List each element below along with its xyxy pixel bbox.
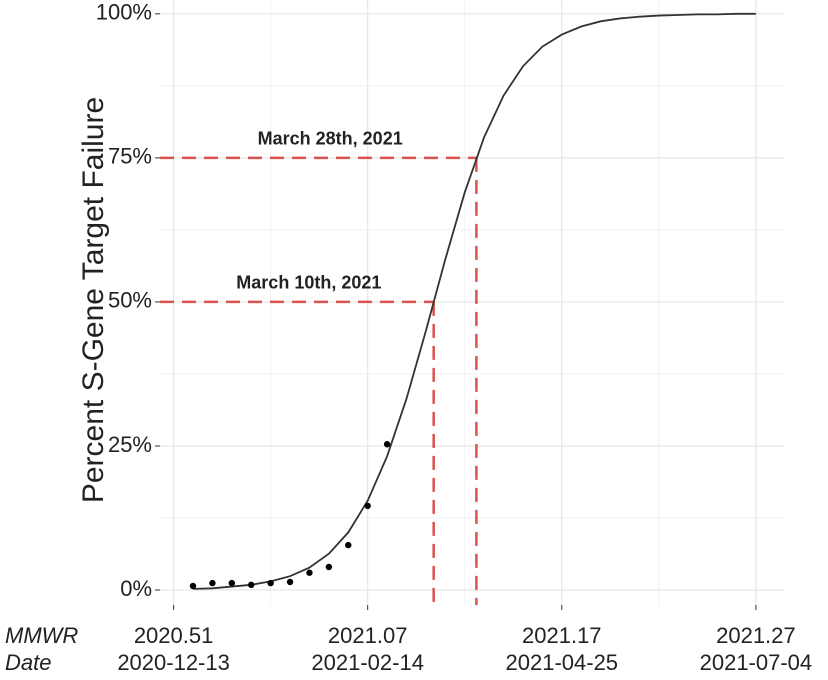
- y-tick-label: 75%: [108, 144, 152, 169]
- x-row-label: MMWR: [5, 623, 78, 648]
- data-point: [267, 579, 274, 587]
- data-point: [364, 502, 371, 510]
- annotation: March 10th, 2021: [236, 273, 381, 293]
- data-point: [383, 441, 391, 448]
- y-tick-label: 25%: [108, 432, 152, 457]
- y-axis-title: Percent S-Gene Target Failure: [77, 97, 110, 503]
- x-tick-date-label: 2020-12-13: [117, 650, 230, 675]
- fit-line: [192, 12, 756, 590]
- y-tick-label: 0%: [120, 576, 152, 601]
- data-point: [189, 582, 197, 590]
- x-tick-label: 2020.51: [134, 623, 214, 648]
- x-tick-label: 2021.17: [522, 623, 602, 648]
- x-tick-label: 2021.07: [328, 623, 408, 648]
- data-point: [228, 579, 236, 587]
- data-point: [248, 581, 255, 589]
- data-point: [209, 579, 216, 587]
- data-point: [325, 563, 333, 571]
- y-tick-label: 100%: [96, 0, 152, 25]
- x-tick-date-label: 2021-04-25: [506, 650, 619, 675]
- y-tick-label: 50%: [108, 288, 152, 313]
- data-point: [286, 578, 294, 586]
- x-tick-label: 2021.27: [716, 623, 796, 648]
- x-tick-date-label: 2021-07-04: [700, 650, 813, 675]
- annotation: March 28th, 2021: [258, 129, 403, 149]
- x-row-label: Date: [5, 650, 51, 675]
- data-point: [306, 569, 313, 576]
- x-tick-date-label: 2021-02-14: [311, 650, 424, 675]
- data-point: [345, 541, 352, 549]
